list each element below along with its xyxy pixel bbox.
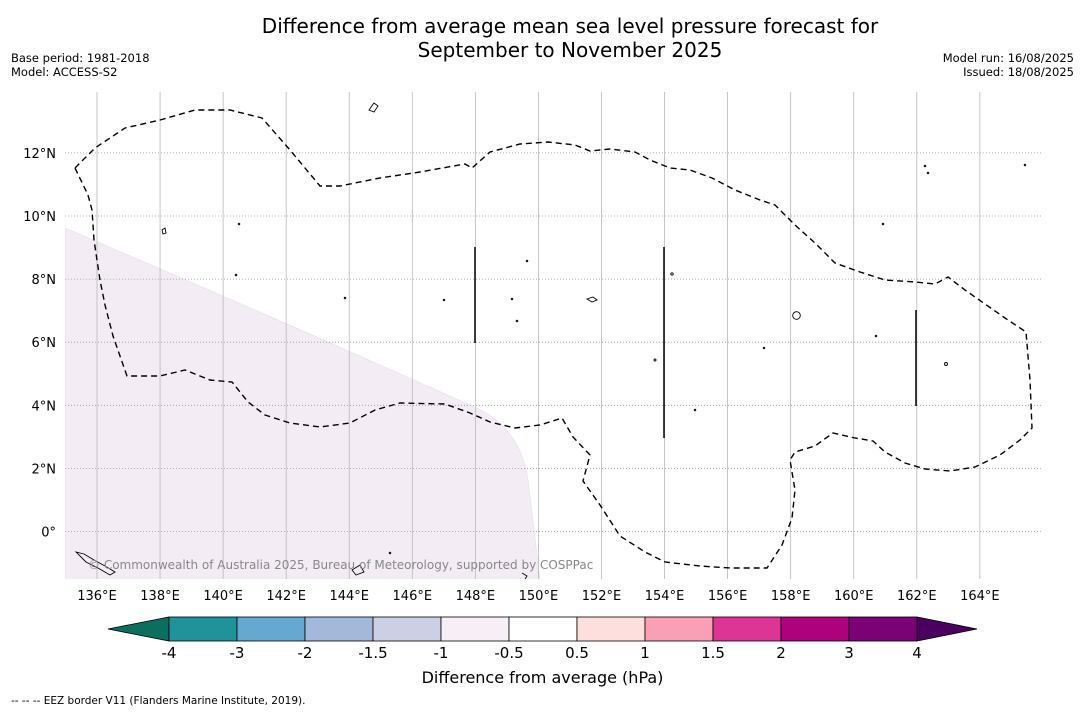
colorbar-segment bbox=[372, 616, 442, 642]
copyright-text: © Commonwealth of Australia 2025, Bureau… bbox=[88, 558, 594, 572]
anomaly-shading bbox=[65, 227, 541, 579]
colorbar-tick-label: 3 bbox=[844, 644, 854, 662]
colorbar-tick-label: -1 bbox=[434, 644, 449, 662]
lon-tick-label: 164°E bbox=[960, 589, 1000, 604]
lat-tick-label: 2°N bbox=[32, 462, 57, 477]
lon-tick-label: 140°E bbox=[203, 589, 243, 604]
lat-tick-label: 12°N bbox=[23, 147, 56, 162]
colorbar-segment bbox=[712, 616, 782, 642]
model-run: Model run: 16/08/2025 bbox=[942, 51, 1074, 65]
colorbar: -4 -3 -2 -1.5 -1 -0.5 0.5 1 1.5 2 3 4 bbox=[107, 616, 978, 662]
colorbar-segment bbox=[440, 616, 510, 642]
colorbar-tick-label: -2 bbox=[298, 644, 313, 662]
lon-tick-label: 144°E bbox=[329, 589, 369, 604]
lon-tick-label: 136°E bbox=[77, 589, 117, 604]
colorbar-tick-label: -4 bbox=[162, 644, 177, 662]
footnote: -- -- -- EEZ border V11 (Flanders Marine… bbox=[11, 695, 306, 707]
lon-tick-label: 154°E bbox=[645, 589, 685, 604]
colorbar-tick-label: 4 bbox=[912, 644, 922, 662]
lon-tick-label: 142°E bbox=[266, 589, 306, 604]
lat-tick-label: 4°N bbox=[32, 399, 57, 414]
lat-tick-label: 10°N bbox=[23, 210, 56, 225]
title-line-2: September to November 2025 bbox=[417, 38, 723, 62]
colorbar-segment bbox=[304, 616, 374, 642]
colorbar-tick-label: -3 bbox=[230, 644, 245, 662]
lon-tick-label: 156°E bbox=[708, 589, 748, 604]
colorbar-segment bbox=[236, 616, 306, 642]
lon-tick-label: 150°E bbox=[519, 589, 559, 604]
chart-title: Difference from average mean sea level p… bbox=[0, 14, 1085, 62]
grid-lines bbox=[65, 92, 1042, 579]
colorbar-segment bbox=[576, 616, 646, 642]
colorbar-segment bbox=[508, 616, 578, 642]
lat-tick-label: 6°N bbox=[32, 336, 57, 351]
colorbar-extend-high bbox=[916, 616, 978, 642]
colorbar-extend-low bbox=[107, 616, 170, 642]
colorbar-label: Difference from average (hPa) bbox=[421, 668, 664, 687]
colorbar-tick-label: 1.5 bbox=[701, 644, 725, 662]
colorbar-tick-label: -0.5 bbox=[494, 644, 523, 662]
colorbar-tick-label: 1 bbox=[640, 644, 650, 662]
issued-date: Issued: 18/08/2025 bbox=[963, 65, 1074, 79]
colorbar-tick-label: 2 bbox=[776, 644, 786, 662]
lat-tick-label: 8°N bbox=[32, 273, 57, 288]
axis-ticks: 136°E 138°E 140°E 142°E 144°E 146°E 148°E 150°E… bbox=[23, 147, 999, 604]
islands bbox=[74, 102, 1027, 579]
colorbar-segment bbox=[848, 616, 918, 642]
colorbar-tick-label: 0.5 bbox=[565, 644, 589, 662]
meta-right: Model run: 16/08/2025 Issued: 18/08/2025 bbox=[943, 51, 1074, 79]
lon-tick-label: 162°E bbox=[897, 589, 937, 604]
lon-tick-label: 146°E bbox=[393, 589, 433, 604]
lon-tick-label: 160°E bbox=[834, 589, 874, 604]
lon-tick-label: 158°E bbox=[771, 589, 811, 604]
title-line-1: Difference from average mean sea level p… bbox=[261, 14, 879, 38]
colorbar-segment bbox=[780, 616, 850, 642]
lon-tick-label: 152°E bbox=[582, 589, 622, 604]
eez-border bbox=[74, 109, 1033, 569]
base-period: Base period: 1981-2018 bbox=[11, 51, 150, 65]
lon-tick-label: 138°E bbox=[140, 589, 180, 604]
colorbar-tick-label: -1.5 bbox=[358, 644, 387, 662]
lon-tick-label: 148°E bbox=[456, 589, 496, 604]
map-layer bbox=[65, 92, 1042, 579]
colorbar-segment bbox=[168, 616, 238, 642]
meta-left: Base period: 1981-2018 Model: ACCESS-S2 bbox=[11, 51, 150, 79]
colorbar-segment bbox=[644, 616, 714, 642]
model-name: Model: ACCESS-S2 bbox=[11, 65, 118, 79]
lat-tick-label: 0° bbox=[41, 526, 56, 541]
